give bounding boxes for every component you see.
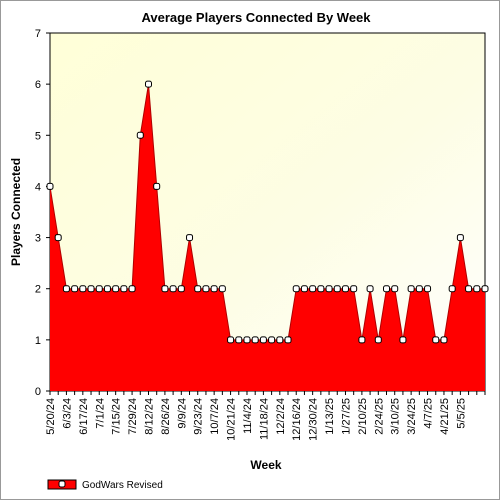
series-area	[50, 84, 485, 391]
x-tick-label: 5/20/24	[45, 398, 57, 435]
x-tick-label: 11/18/24	[258, 398, 270, 440]
data-point	[202, 285, 210, 293]
data-point	[268, 336, 276, 344]
data-point	[333, 285, 341, 293]
x-axis-title: Week	[250, 458, 281, 472]
data-point	[177, 285, 185, 293]
data-point	[440, 336, 448, 344]
chart-title: Average Players Connected By Week	[141, 10, 371, 25]
data-point	[112, 285, 120, 293]
data-point	[341, 285, 349, 293]
data-point	[218, 285, 226, 293]
y-tick-label: 7	[35, 28, 41, 40]
data-point	[153, 182, 161, 190]
x-tick-label: 7/29/24	[127, 398, 139, 435]
data-point	[374, 336, 382, 344]
data-point	[95, 285, 103, 293]
legend-label: GodWars Revised	[82, 480, 163, 491]
x-tick-label: 4/7/25	[423, 398, 435, 429]
x-axis: 5/20/24 6/3/24 6/17/24 7/1/24 7/15/24 7/29/24…	[45, 391, 486, 441]
data-point	[251, 336, 259, 344]
data-point	[432, 336, 440, 344]
data-point	[136, 131, 144, 139]
data-point	[144, 80, 152, 88]
x-tick-label: 2/10/25	[357, 398, 369, 435]
x-tick-label: 9/9/24	[176, 398, 188, 429]
legend-marker	[58, 480, 66, 488]
data-point	[169, 285, 177, 293]
data-point	[481, 285, 489, 293]
x-tick-label: 7/1/24	[94, 398, 106, 429]
y-tick-label: 3	[35, 233, 41, 245]
x-tick-label: 5/5/25	[455, 398, 467, 429]
data-point	[194, 285, 202, 293]
x-tick-label: 3/24/25	[406, 398, 418, 435]
data-point	[87, 285, 95, 293]
x-tick-label: 1/27/25	[340, 398, 352, 435]
x-tick-label: 12/16/24	[291, 398, 303, 441]
data-point	[407, 285, 415, 293]
data-point	[276, 336, 284, 344]
x-tick-label: 10/7/24	[209, 398, 221, 435]
data-point	[456, 234, 464, 242]
data-point	[292, 285, 300, 293]
data-point	[120, 285, 128, 293]
data-point	[259, 336, 267, 344]
x-tick-label: 11/4/24	[242, 398, 254, 434]
data-point	[300, 285, 308, 293]
x-tick-label: 10/21/24	[226, 398, 238, 441]
y-axis: 0 1 2 3 4 5 6 7	[35, 28, 50, 398]
x-tick-label: 12/2/24	[275, 398, 287, 435]
data-point	[103, 285, 111, 293]
data-point	[391, 285, 399, 293]
data-point	[358, 336, 366, 344]
y-tick-label: 4	[35, 181, 41, 193]
data-point	[54, 234, 62, 242]
data-point	[186, 234, 194, 242]
data-point	[161, 285, 169, 293]
legend: GodWars Revised	[47, 479, 163, 491]
x-tick-label: 6/17/24	[78, 398, 90, 435]
y-tick-label: 5	[35, 130, 41, 142]
x-tick-label: 4/21/25	[439, 398, 451, 435]
data-point	[350, 285, 358, 293]
data-point	[309, 285, 317, 293]
data-point	[317, 285, 325, 293]
y-axis-title: Players Connected	[9, 158, 23, 266]
data-point	[366, 285, 374, 293]
data-point	[448, 285, 456, 293]
x-tick-label: 2/24/25	[373, 398, 385, 435]
data-point	[71, 285, 79, 293]
x-tick-label: 8/26/24	[160, 398, 172, 435]
x-tick-label: 6/3/24	[61, 398, 73, 429]
data-point	[79, 285, 87, 293]
x-tick-label: 1/13/25	[324, 398, 336, 435]
x-tick-label: 9/23/24	[193, 398, 205, 435]
y-tick-label: 2	[35, 284, 41, 296]
data-point	[415, 285, 423, 293]
data-point	[128, 285, 136, 293]
data-point	[284, 336, 292, 344]
marker-layer	[46, 80, 489, 344]
data-point	[383, 285, 391, 293]
x-tick-label: 7/15/24	[111, 398, 123, 435]
data-point	[235, 336, 243, 344]
data-point	[210, 285, 218, 293]
data-point	[325, 285, 333, 293]
x-tick-label: 8/12/24	[143, 398, 155, 435]
data-point	[424, 285, 432, 293]
data-point	[465, 285, 473, 293]
y-tick-label: 0	[35, 386, 41, 398]
data-point	[243, 336, 251, 344]
y-tick-label: 6	[35, 79, 41, 91]
data-point	[227, 336, 235, 344]
x-tick-label: 3/10/25	[390, 398, 402, 435]
x-tick-label: 12/30/24	[308, 398, 320, 441]
data-point	[46, 182, 54, 190]
data-point	[399, 336, 407, 344]
y-tick-label: 1	[35, 335, 41, 347]
data-point	[62, 285, 70, 293]
data-point	[473, 285, 481, 293]
